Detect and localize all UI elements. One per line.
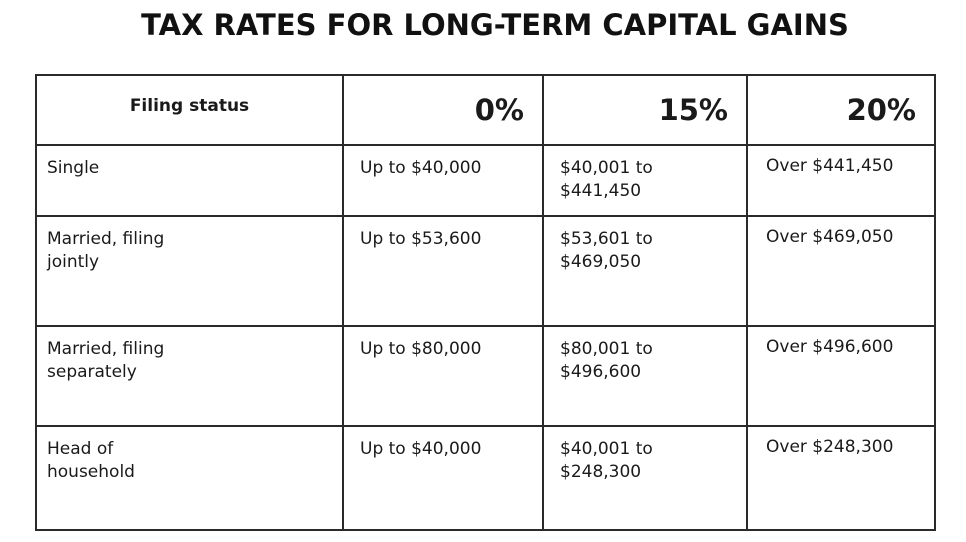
rate-0-cell: Up to $40,000 [342,144,544,217]
rate-15-cell: $40,001 to $248,300 [542,425,748,531]
header-rate-0: 0% [342,74,544,146]
rate-15-cell: $80,001 to $496,600 [542,325,748,427]
table-row: Head of household Up to $40,000 $40,001 … [35,425,936,531]
filing-status-cell: Single [35,144,344,217]
rate-15-line2: $469,050 [560,252,642,272]
filing-status-line1: Head of [47,439,114,459]
tax-rates-table: Filing status 0% 15% 20% Single Up to $4… [35,74,936,531]
header-rate-20: 20% [746,74,936,146]
table-row: Married, filing jointly Up to $53,600 $5… [35,215,936,327]
header-filing-status: Filing status [35,74,344,146]
filing-status-cell: Married, filing jointly [35,215,344,327]
rate-15-cell: $53,601 to $469,050 [542,215,748,327]
filing-status-line1: Married, filing [47,229,165,249]
header-rate-15: 15% [542,74,748,146]
rate-15-line1: $53,601 to [560,229,653,249]
rate-15-line1: $40,001 to [560,158,653,178]
rate-15-line1: $80,001 to [560,339,653,359]
filing-status-line2: household [47,462,135,482]
filing-status-cell: Married, filing separately [35,325,344,427]
rate-20-cell: Over $441,450 [746,144,936,217]
rate-20-cell: Over $469,050 [746,215,936,327]
filing-status-line1: Single [47,158,100,178]
rate-0-cell: Up to $40,000 [342,425,544,531]
filing-status-line2: jointly [47,252,100,272]
table-row: Married, filing separately Up to $80,000… [35,325,936,427]
table-header-row: Filing status 0% 15% 20% [35,74,936,146]
rate-20-cell: Over $496,600 [746,325,936,427]
filing-status-line1: Married, filing [47,339,165,359]
rate-20-cell: Over $248,300 [746,425,936,531]
rate-15-line1: $40,001 to [560,439,653,459]
rate-15-line2: $441,450 [560,181,642,201]
table-row: Single Up to $40,000 $40,001 to $441,450… [35,144,936,217]
page-title: TAX RATES FOR LONG-TERM CAPITAL GAINS [141,8,849,42]
rate-15-line2: $496,600 [560,362,642,382]
filing-status-line2: separately [47,362,137,382]
rate-15-line2: $248,300 [560,462,642,482]
rate-0-cell: Up to $80,000 [342,325,544,427]
filing-status-cell: Head of household [35,425,344,531]
rate-0-cell: Up to $53,600 [342,215,544,327]
rate-15-cell: $40,001 to $441,450 [542,144,748,217]
